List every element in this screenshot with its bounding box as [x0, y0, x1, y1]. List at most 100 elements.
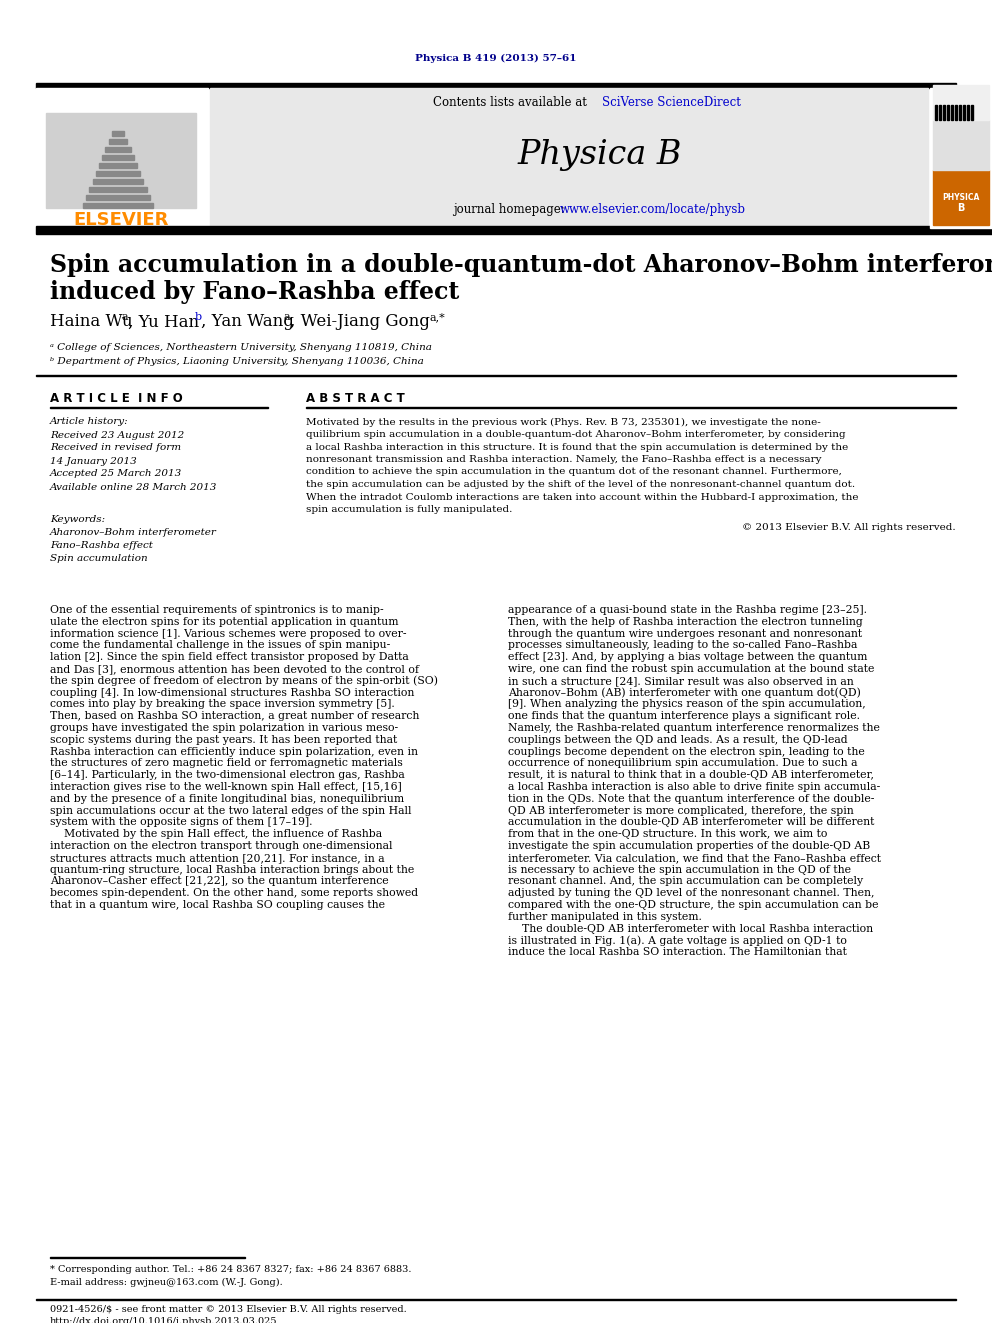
- Text: a: a: [122, 312, 129, 321]
- Text: lation [2]. Since the spin field effect transistor proposed by Datta: lation [2]. Since the spin field effect …: [50, 652, 409, 663]
- Text: Physica B 419 (2013) 57–61: Physica B 419 (2013) 57–61: [416, 53, 576, 62]
- Text: nonresonant transmission and Rashba interaction. Namely, the Fano–Rashba effect : nonresonant transmission and Rashba inte…: [306, 455, 821, 464]
- Text: induced by Fano–Rashba effect: induced by Fano–Rashba effect: [50, 280, 459, 304]
- Text: processes simultaneously, leading to the so-called Fano–Rashba: processes simultaneously, leading to the…: [508, 640, 857, 651]
- Text: information science [1]. Various schemes were proposed to over-: information science [1]. Various schemes…: [50, 628, 407, 639]
- Text: system with the opposite signs of them [17–19].: system with the opposite signs of them […: [50, 818, 312, 827]
- Bar: [967, 105, 969, 120]
- Bar: [933, 85, 989, 120]
- Text: effect [23]. And, by applying a bias voltage between the quantum: effect [23]. And, by applying a bias vol…: [508, 652, 867, 663]
- Text: Physica B: Physica B: [518, 139, 682, 171]
- Text: accumulation in the double-QD AB interferometer will be different: accumulation in the double-QD AB interfe…: [508, 818, 874, 827]
- Text: [6–14]. Particularly, in the two-dimensional electron gas, Rashba: [6–14]. Particularly, in the two-dimensi…: [50, 770, 405, 781]
- Bar: [105, 147, 131, 152]
- Bar: [102, 155, 134, 160]
- Bar: [210, 89, 928, 228]
- Text: groups have investigated the spin polarization in various meso-: groups have investigated the spin polari…: [50, 722, 398, 733]
- Bar: [971, 105, 973, 120]
- Text: Namely, the Rashba-related quantum interference renormalizes the: Namely, the Rashba-related quantum inter…: [508, 722, 880, 733]
- Text: a local Rashba interaction in this structure. It is found that the spin accumula: a local Rashba interaction in this struc…: [306, 442, 848, 451]
- Text: becomes spin-dependent. On the other hand, some reports showed: becomes spin-dependent. On the other han…: [50, 888, 418, 898]
- Text: Keywords:: Keywords:: [50, 515, 105, 524]
- Text: journal homepage:: journal homepage:: [453, 204, 568, 217]
- Text: tion in the QDs. Note that the quantum interference of the double-: tion in the QDs. Note that the quantum i…: [508, 794, 874, 804]
- Text: , Wei-Jiang Gong: , Wei-Jiang Gong: [290, 314, 430, 331]
- Text: a,*: a,*: [430, 312, 445, 321]
- Text: through the quantum wire undergoes resonant and nonresonant: through the quantum wire undergoes reson…: [508, 628, 862, 639]
- Text: Aharonov–Bohm (AB) interferometer with one quantum dot(QD): Aharonov–Bohm (AB) interferometer with o…: [508, 688, 861, 697]
- Text: result, it is natural to think that in a double-QD AB interferometer,: result, it is natural to think that in a…: [508, 770, 874, 781]
- Text: and Das [3], enormous attention has been devoted to the control of: and Das [3], enormous attention has been…: [50, 664, 419, 673]
- Bar: [36, 226, 992, 234]
- Text: one finds that the quantum interference plays a significant role.: one finds that the quantum interference …: [508, 712, 860, 721]
- Text: Received in revised form: Received in revised form: [50, 443, 182, 452]
- Text: resonant channel. And, the spin accumulation can be completely: resonant channel. And, the spin accumula…: [508, 876, 863, 886]
- Text: Accepted 25 March 2013: Accepted 25 March 2013: [50, 470, 183, 479]
- Text: Motivated by the spin Hall effect, the influence of Rashba: Motivated by the spin Hall effect, the i…: [50, 830, 382, 839]
- Text: in such a structure [24]. Similar result was also observed in an: in such a structure [24]. Similar result…: [508, 676, 854, 685]
- Text: The double-QD AB interferometer with local Rashba interaction: The double-QD AB interferometer with loc…: [508, 923, 873, 934]
- Text: that in a quantum wire, local Rashba SO coupling causes the: that in a quantum wire, local Rashba SO …: [50, 900, 385, 910]
- Text: quantum-ring structure, local Rashba interaction brings about the: quantum-ring structure, local Rashba int…: [50, 865, 415, 875]
- Bar: [930, 89, 992, 228]
- Text: , Yu Han: , Yu Han: [128, 314, 199, 331]
- Bar: [46, 112, 196, 208]
- Text: When the intradot Coulomb interactions are taken into account within the Hubbard: When the intradot Coulomb interactions a…: [306, 492, 858, 501]
- Text: SciVerse ScienceDirect: SciVerse ScienceDirect: [602, 97, 741, 110]
- Text: b: b: [195, 312, 202, 321]
- Bar: [951, 105, 953, 120]
- Text: PHYSICA: PHYSICA: [942, 193, 980, 201]
- Text: E-mail address: gwjneu@163.com (W.-J. Gong).: E-mail address: gwjneu@163.com (W.-J. Go…: [50, 1278, 283, 1286]
- Bar: [36, 89, 208, 228]
- Text: the structures of zero magnetic field or ferromagnetic materials: the structures of zero magnetic field or…: [50, 758, 403, 769]
- Text: ELSEVIER: ELSEVIER: [73, 210, 169, 229]
- Bar: [92, 179, 144, 184]
- Bar: [963, 105, 965, 120]
- Text: Aharonov–Bohm interferometer: Aharonov–Bohm interferometer: [50, 528, 217, 537]
- Text: the spin degree of freedom of electron by means of the spin-orbit (SO): the spin degree of freedom of electron b…: [50, 676, 438, 687]
- Text: One of the essential requirements of spintronics is to manip-: One of the essential requirements of spi…: [50, 605, 384, 615]
- Text: induce the local Rashba SO interaction. The Hamiltonian that: induce the local Rashba SO interaction. …: [508, 947, 847, 958]
- Text: compared with the one-QD structure, the spin accumulation can be: compared with the one-QD structure, the …: [508, 900, 879, 910]
- Bar: [955, 105, 957, 120]
- Text: spin accumulations occur at the two lateral edges of the spin Hall: spin accumulations occur at the two late…: [50, 806, 412, 815]
- Text: is necessary to achieve the spin accumulation in the QD of the: is necessary to achieve the spin accumul…: [508, 865, 851, 875]
- Text: and by the presence of a finite longitudinal bias, nonequilibrium: and by the presence of a finite longitud…: [50, 794, 404, 804]
- Text: Received 23 August 2012: Received 23 August 2012: [50, 430, 185, 439]
- Text: come the fundamental challenge in the issues of spin manipu-: come the fundamental challenge in the is…: [50, 640, 390, 651]
- Text: the spin accumulation can be adjusted by the shift of the level of the nonresona: the spin accumulation can be adjusted by…: [306, 480, 855, 490]
- Text: investigate the spin accumulation properties of the double-QD AB: investigate the spin accumulation proper…: [508, 841, 870, 851]
- Bar: [96, 171, 140, 176]
- Text: adjusted by tuning the QD level of the nonresonant channel. Then,: adjusted by tuning the QD level of the n…: [508, 888, 875, 898]
- Bar: [89, 187, 147, 192]
- Bar: [939, 105, 941, 120]
- Text: [9]. When analyzing the physics reason of the spin accumulation,: [9]. When analyzing the physics reason o…: [508, 700, 866, 709]
- Text: a local Rashba interaction is also able to drive finite spin accumula-: a local Rashba interaction is also able …: [508, 782, 880, 792]
- Bar: [935, 105, 937, 120]
- Text: ulate the electron spins for its potential application in quantum: ulate the electron spins for its potenti…: [50, 617, 399, 627]
- Text: Fano–Rashba effect: Fano–Rashba effect: [50, 541, 153, 550]
- Text: A R T I C L E  I N F O: A R T I C L E I N F O: [50, 392, 183, 405]
- Text: http://dx.doi.org/10.1016/j.physb.2013.03.025: http://dx.doi.org/10.1016/j.physb.2013.0…: [50, 1316, 278, 1323]
- Text: scopic systems during the past years. It has been reported that: scopic systems during the past years. It…: [50, 734, 397, 745]
- Text: further manipulated in this system.: further manipulated in this system.: [508, 912, 702, 922]
- Bar: [933, 120, 989, 169]
- Text: from that in the one-QD structure. In this work, we aim to: from that in the one-QD structure. In th…: [508, 830, 827, 839]
- Text: wire, one can find the robust spin accumulation at the bound state: wire, one can find the robust spin accum…: [508, 664, 874, 673]
- Text: Then, based on Rashba SO interaction, a great number of research: Then, based on Rashba SO interaction, a …: [50, 712, 420, 721]
- Bar: [947, 105, 949, 120]
- Bar: [83, 202, 153, 208]
- Text: a: a: [284, 312, 291, 321]
- Bar: [112, 131, 124, 136]
- Text: 0921-4526/$ - see front matter © 2013 Elsevier B.V. All rights reserved.: 0921-4526/$ - see front matter © 2013 El…: [50, 1306, 407, 1315]
- Text: condition to achieve the spin accumulation in the quantum dot of the resonant ch: condition to achieve the spin accumulati…: [306, 467, 842, 476]
- Text: is illustrated in Fig. 1(a). A gate voltage is applied on QD-1 to: is illustrated in Fig. 1(a). A gate volt…: [508, 935, 847, 946]
- Text: comes into play by breaking the space inversion symmetry [5].: comes into play by breaking the space in…: [50, 700, 395, 709]
- Text: QD AB interferometer is more complicated, therefore, the spin: QD AB interferometer is more complicated…: [508, 806, 854, 815]
- Text: 14 January 2013: 14 January 2013: [50, 456, 137, 466]
- Text: ᵃ College of Sciences, Northeastern University, Shenyang 110819, China: ᵃ College of Sciences, Northeastern Univ…: [50, 344, 432, 352]
- Text: A B S T R A C T: A B S T R A C T: [306, 392, 405, 405]
- Text: , Yan Wang: , Yan Wang: [201, 314, 294, 331]
- Text: structures attracts much attention [20,21]. For instance, in a: structures attracts much attention [20,2…: [50, 853, 385, 863]
- Text: couplings become dependent on the electron spin, leading to the: couplings become dependent on the electr…: [508, 746, 865, 757]
